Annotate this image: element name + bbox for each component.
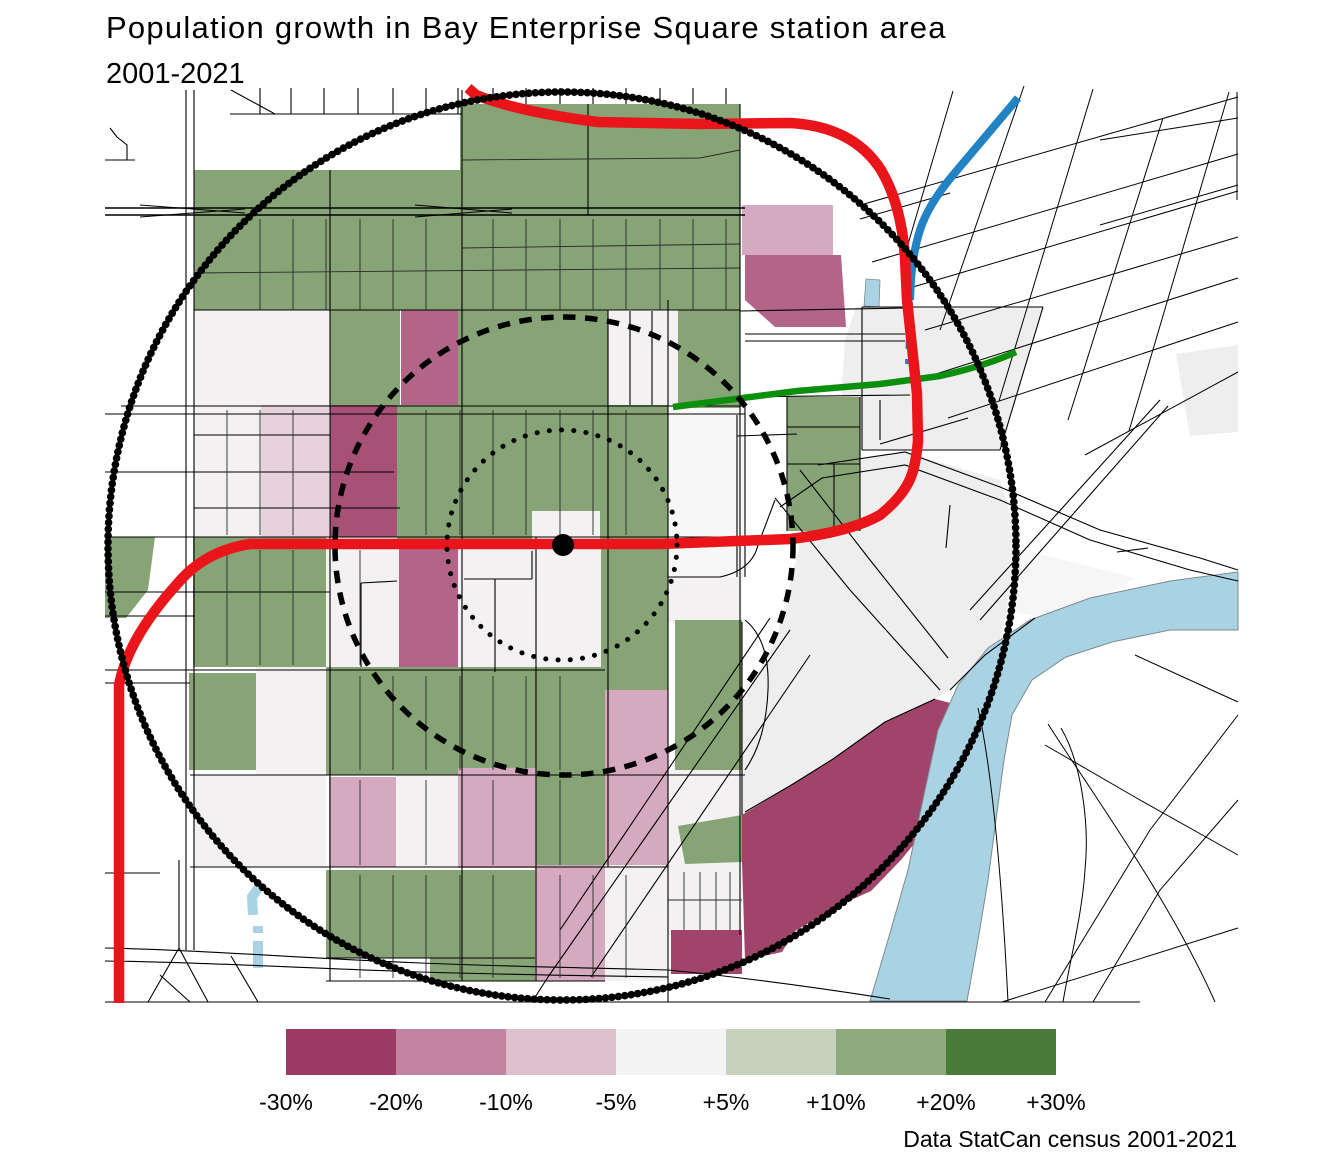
svg-text:2001-2021: 2001-2021 <box>106 58 245 90</box>
svg-text:+30%: +30% <box>1026 1089 1085 1115</box>
svg-text:+10%: +10% <box>806 1089 865 1115</box>
svg-text:-20%: -20% <box>369 1089 423 1115</box>
svg-text:+20%: +20% <box>916 1089 975 1115</box>
svg-text:+5%: +5% <box>703 1089 750 1115</box>
svg-text:Data StatCan census 2001-2021: Data StatCan census 2001-2021 <box>903 1126 1237 1152</box>
svg-text:Population growth in Bay Enter: Population growth in Bay Enterprise Squa… <box>106 10 947 45</box>
svg-text:-10%: -10% <box>479 1089 533 1115</box>
svg-text:-30%: -30% <box>259 1089 313 1115</box>
svg-text:-5%: -5% <box>596 1089 637 1115</box>
